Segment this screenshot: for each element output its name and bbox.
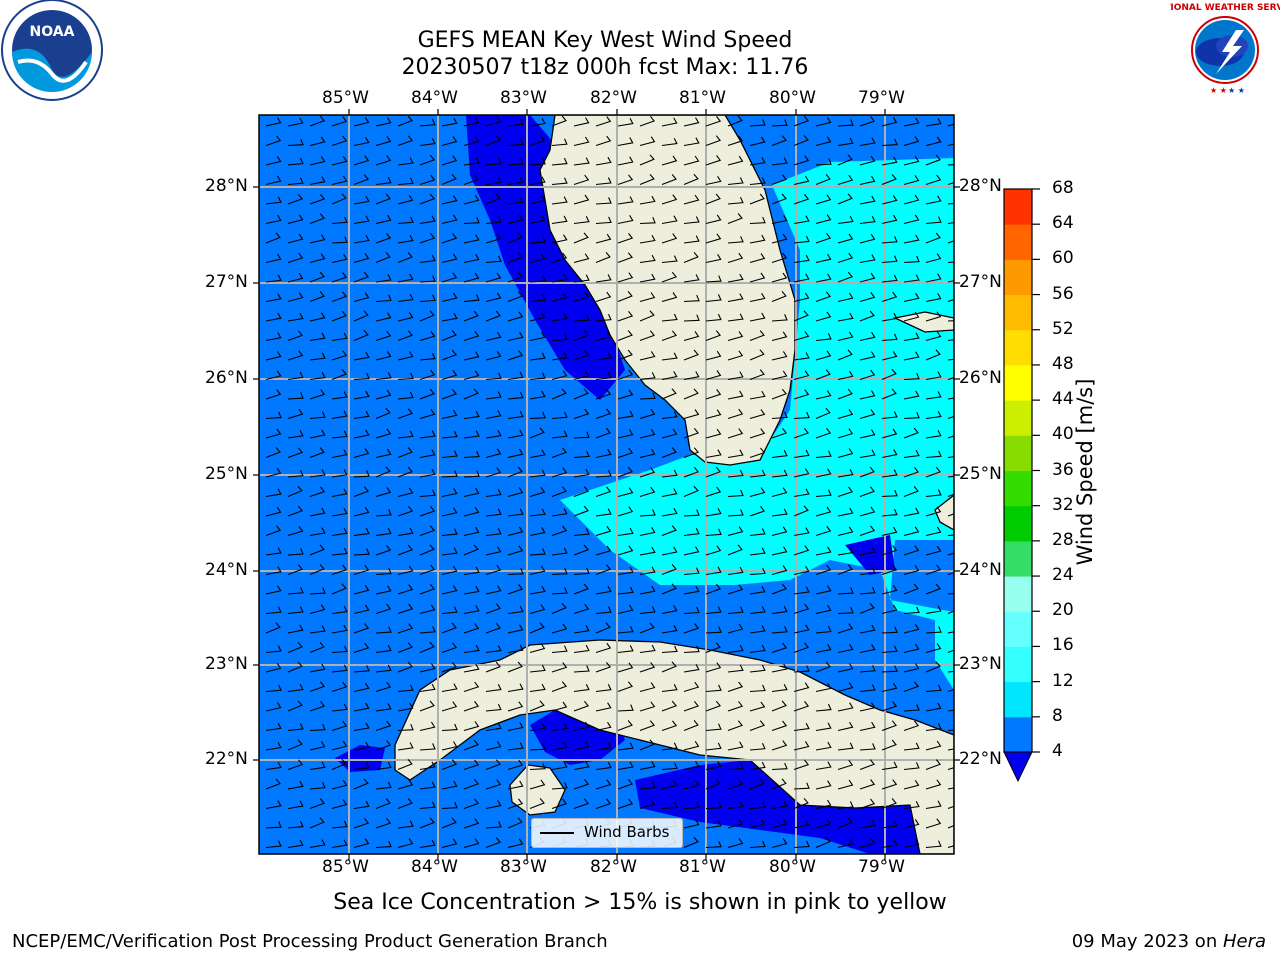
lon-tick-label-top: 85°W <box>322 88 369 108</box>
svg-text:★ ★: ★ ★ <box>1228 86 1245 95</box>
colorbar-tick-label: 52 <box>1052 318 1074 339</box>
colorbar-tick-label: 20 <box>1052 600 1074 621</box>
colorbar-block <box>1004 435 1032 471</box>
lon-tick-label-top: 79°W <box>858 88 905 108</box>
lat-tick-label-left: 27°N <box>205 272 248 292</box>
colorbar-tick-label: 16 <box>1052 635 1074 656</box>
dark-blue-west-cuba <box>335 745 385 772</box>
lon-tick-label-bottom: 80°W <box>769 857 816 877</box>
colorbar-tick-label: 32 <box>1052 494 1074 515</box>
colorbar-tick-label: 68 <box>1052 178 1074 198</box>
grid-lines <box>259 115 954 854</box>
chart-title-line2: 20230507 t18z 000h fcst Max: 11.76 <box>401 55 809 80</box>
colorbar-block <box>1004 329 1032 366</box>
lat-tick-label-right: 22°N <box>959 749 1002 769</box>
lon-tick-label-top: 83°W <box>500 88 547 108</box>
lon-tick-label-bottom: 82°W <box>590 857 637 877</box>
lat-tick-label-right: 27°N <box>959 272 1002 292</box>
footer-date-text: 09 May 2023 on <box>1071 931 1223 952</box>
lon-tick-label-bottom: 81°W <box>679 857 726 877</box>
svg-text:★ ★: ★ ★ <box>1210 86 1227 95</box>
lon-tick-label-top: 84°W <box>411 88 458 108</box>
colorbar-tick-label: 36 <box>1052 459 1074 480</box>
colorbar-under-extension <box>1003 751 1033 783</box>
colorbar-tick-label: 24 <box>1052 565 1074 586</box>
andros-land <box>934 494 954 531</box>
lat-tick-label-right: 28°N <box>959 176 1002 196</box>
colorbar-title: Wind Speed [m/s] <box>1073 378 1097 566</box>
lat-tick-label-right: 24°N <box>959 560 1002 580</box>
colorbar-tick-label: 12 <box>1052 670 1074 691</box>
colorbar-tick-label: 64 <box>1052 213 1074 234</box>
lon-tick-label-bottom: 84°W <box>411 857 458 877</box>
lon-tick-label-top: 80°W <box>769 88 816 108</box>
lon-tick-label-bottom: 79°W <box>858 857 905 877</box>
noaa-logo-text: NOAA <box>30 24 75 40</box>
colorbar-block <box>1004 224 1032 260</box>
lat-tick-label-left: 24°N <box>205 560 248 580</box>
legend-label: Wind Barbs <box>584 823 670 841</box>
colorbar-block <box>1004 576 1032 612</box>
florida-land <box>539 115 796 466</box>
nws-logo: NATIONAL WEATHER SERVICE ★ ★ ★ ★ <box>1170 3 1280 96</box>
lat-tick-label-left: 25°N <box>205 464 248 484</box>
colorbar-tick-label: 60 <box>1052 248 1074 269</box>
colorbar-block <box>1004 505 1032 542</box>
colorbar-block <box>1004 400 1032 436</box>
colorbar-block <box>1004 259 1032 296</box>
colorbar-block <box>1004 540 1032 577</box>
sea-ice-note: Sea Ice Concentration > 15% is shown in … <box>333 890 947 915</box>
colorbar-block <box>1004 611 1032 647</box>
colorbar-tick-label: 48 <box>1052 353 1074 374</box>
map-frame <box>258 114 955 855</box>
footer-branch: NCEP/EMC/Verification Post Processing Pr… <box>12 931 608 952</box>
colorbar-block <box>1004 364 1032 401</box>
colorbar-tick-label: 56 <box>1052 283 1074 304</box>
colorbar-tick-label: 8 <box>1052 705 1063 726</box>
colorbar-tick-label: 28 <box>1052 529 1074 550</box>
colorbar-block <box>1004 294 1032 331</box>
footer-date: 09 May 2023 on Hera <box>1072 931 1266 952</box>
colorbar-tick-label: 40 <box>1052 424 1074 445</box>
tick-marks <box>253 109 960 860</box>
lon-tick-label-bottom: 85°W <box>322 857 369 877</box>
lon-tick-label-top: 81°W <box>679 88 726 108</box>
cuba-land <box>394 639 954 854</box>
legend-line-icon <box>540 832 574 834</box>
lat-tick-label-left: 28°N <box>205 176 248 196</box>
lat-tick-label-right: 26°N <box>959 368 1002 388</box>
colorbar-tick-label: 4 <box>1052 741 1063 761</box>
colorbar-block <box>1004 716 1032 753</box>
lon-tick-label-top: 82°W <box>590 88 637 108</box>
lat-tick-label-right: 25°N <box>959 464 1002 484</box>
chart-title-line1: GEFS MEAN Key West Wind Speed <box>417 28 793 53</box>
lat-tick-label-left: 22°N <box>205 749 248 769</box>
colorbar-block <box>1004 189 1032 225</box>
noaa-logo: NOAA <box>1 0 103 101</box>
footer-host: Hera <box>1222 931 1266 952</box>
wind-barbs-legend: Wind Barbs <box>531 818 683 848</box>
dark-blue-east-gulf-stream <box>845 535 895 575</box>
isle-of-youth-land <box>509 764 566 816</box>
wind-barbs <box>265 115 954 849</box>
colorbar-tick-label: 44 <box>1052 389 1074 410</box>
lat-tick-label-left: 23°N <box>205 654 248 674</box>
colorbar-block <box>1004 681 1032 718</box>
lat-tick-label-left: 26°N <box>205 368 248 388</box>
nws-logo-text: NATIONAL WEATHER SERVICE <box>1170 3 1280 13</box>
lon-tick-label-bottom: 83°W <box>500 857 547 877</box>
colorbar-block <box>1004 470 1032 507</box>
lat-tick-label-right: 23°N <box>959 654 1002 674</box>
colorbar-block <box>1004 646 1032 683</box>
